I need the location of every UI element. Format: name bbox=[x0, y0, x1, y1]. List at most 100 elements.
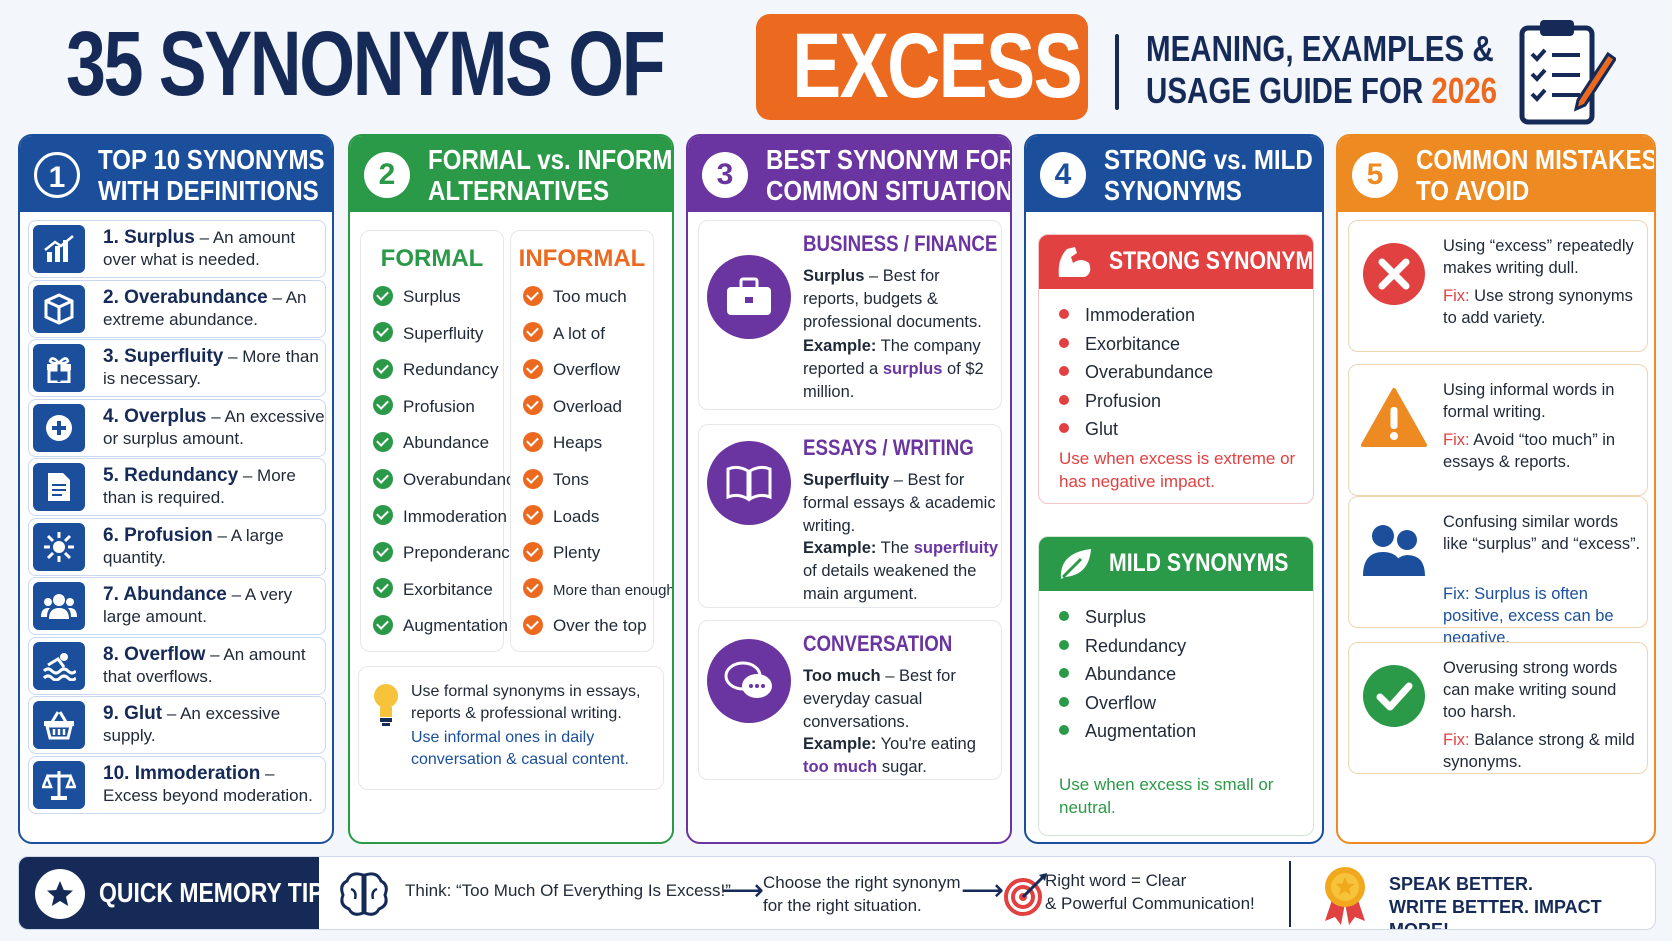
column-top-synonyms: 1 TOP 10 SYNONYMS WITH DEFINITIONS 1. Sur… bbox=[18, 134, 334, 844]
footer-divider bbox=[1289, 861, 1291, 927]
list-item: Redundancy bbox=[1059, 636, 1186, 657]
mistake-fix: Fix: Avoid “too much” in essays & report… bbox=[1443, 429, 1643, 473]
situation-business: BUSINESS / FINANCE Surplus – Best for re… bbox=[698, 220, 1002, 410]
mistake-fix: Fix: Balance strong & mild synonyms. bbox=[1443, 729, 1643, 773]
synonym-row: 8. Overflow – An amount that overflows. bbox=[28, 636, 327, 695]
bullet-icon bbox=[1059, 696, 1069, 707]
synonym-row: 3. Superfluity – More than is necessary. bbox=[28, 339, 326, 397]
formal-list: FORMAL Surplus Superfluity Redundancy Profu… bbox=[360, 230, 524, 652]
synonym-row: 7. Abundance – A very large amount. bbox=[28, 577, 326, 635]
bullet-icon bbox=[1059, 611, 1069, 622]
situation-desc: Superfluity – Best for formal essays & a… bbox=[803, 471, 996, 535]
list-item: Plenty bbox=[523, 541, 600, 564]
synonym-definition: 9. Glut – An excessive supply. bbox=[103, 703, 327, 747]
column-header: 4 STRONG vs. MILD SYNONYMS bbox=[1026, 136, 1322, 212]
synonym-word: 8. Overflow bbox=[103, 643, 206, 665]
list-item-label: Tons bbox=[553, 470, 589, 489]
wave-icon bbox=[33, 641, 85, 690]
basket-icon bbox=[33, 701, 85, 749]
list-item: Profusion bbox=[1059, 391, 1161, 412]
bullet-icon bbox=[1059, 639, 1069, 650]
synonym-row: 1. Surplus – An amount over what is need… bbox=[28, 220, 326, 278]
check-icon bbox=[373, 322, 393, 343]
page-subtitle: MEANING, EXAMPLES & USAGE GUIDE FOR 2026 bbox=[1146, 28, 1498, 111]
burst-icon bbox=[33, 522, 85, 571]
situation-desc: Surplus – Best for reports, budgets & pr… bbox=[803, 267, 982, 331]
check-icon bbox=[373, 578, 393, 599]
mistake-fix: Fix: Use strong synonyms to add variety. bbox=[1443, 285, 1643, 329]
check-icon bbox=[373, 541, 393, 562]
list-item: Overflow bbox=[1059, 693, 1156, 714]
leaf-icon bbox=[1055, 545, 1095, 588]
formal-heading: FORMAL bbox=[380, 245, 484, 272]
fix-text: Use strong synonyms to add variety. bbox=[1443, 287, 1633, 327]
check-icon bbox=[523, 614, 543, 635]
column-title: TOP 10 SYNONYMS WITH DEFINITIONS bbox=[98, 144, 325, 206]
list-item-label: Augmentation bbox=[1085, 721, 1197, 741]
list-item: Tons bbox=[523, 468, 589, 491]
synonym-def: – An excessive supply. bbox=[103, 704, 281, 745]
synonym-row: 2. Overabundance – An extreme abundance. bbox=[28, 279, 326, 338]
synonym-word: 4. Overplus bbox=[103, 405, 207, 427]
synonym-def: – Excess beyond moderation. bbox=[103, 763, 313, 805]
list-item: Preponderance bbox=[373, 541, 520, 564]
column-title: COMMON MISTAKES TO AVOID bbox=[1416, 144, 1656, 206]
check-icon bbox=[523, 322, 543, 343]
fix-label: Fix: bbox=[1443, 287, 1470, 305]
list-item-label: Immoderation bbox=[403, 506, 507, 526]
synonym-word: 6. Profusion bbox=[103, 524, 213, 546]
list-item: Overabundance bbox=[1059, 362, 1213, 383]
situation-example: Example: The company reported a surplus … bbox=[803, 337, 984, 401]
check-icon bbox=[373, 431, 393, 452]
plus-icon bbox=[33, 403, 85, 452]
strong-heading-bar: STRONG SYNONYMS bbox=[1039, 235, 1313, 289]
list-item-label: Profusion bbox=[403, 396, 475, 416]
gift-icon bbox=[33, 344, 85, 392]
list-item: Immoderation bbox=[373, 505, 507, 528]
right-word-text: Right word = Clear & Powerful Communicati… bbox=[1045, 871, 1255, 913]
synonym-definition: 8. Overflow – An amount that overflows. bbox=[103, 644, 327, 688]
footer-slogan: SPEAK BETTER. WRITE BETTER. IMPACT MORE! bbox=[1389, 874, 1602, 930]
book-icon bbox=[707, 441, 791, 525]
list-item-label: Preponderance bbox=[403, 543, 520, 563]
fix-text: Balance strong & mild synonyms. bbox=[1443, 731, 1635, 771]
list-item-label: Abundance bbox=[403, 433, 490, 453]
synonym-definition: 5. Redundancy – More than is required. bbox=[103, 465, 327, 509]
target-icon bbox=[1003, 871, 1049, 922]
brain-icon bbox=[337, 869, 391, 924]
clipboard-icon bbox=[1516, 14, 1618, 126]
star-icon bbox=[35, 869, 85, 919]
check-icon bbox=[373, 358, 393, 379]
check-icon bbox=[523, 578, 543, 599]
list-item: A lot of bbox=[523, 322, 605, 345]
list-item-label: Surplus bbox=[403, 287, 461, 306]
choose-text: Choose the right synonym for the right si… bbox=[763, 873, 961, 915]
synonym-row: 5. Redundancy – More than is required. bbox=[28, 458, 326, 516]
list-item: Profusion bbox=[373, 395, 475, 418]
subtitle-year: 2026 bbox=[1431, 70, 1498, 111]
check-icon bbox=[523, 468, 543, 489]
synonym-word: 2. Overabundance bbox=[103, 286, 268, 308]
chart-icon bbox=[33, 225, 85, 273]
column-title: BEST SYNONYM FOR COMMON SITUATIONS bbox=[766, 144, 1012, 206]
synonym-def: – An extreme abundance. bbox=[103, 287, 307, 329]
list-item-label: Over the top bbox=[553, 616, 647, 636]
synonym-def: – An amount that overflows. bbox=[103, 644, 306, 686]
list-item: More than enough, bbox=[523, 578, 672, 601]
synonym-def: – More than is necessary. bbox=[103, 347, 319, 388]
mistake-card: Using informal words in formal writing. F… bbox=[1348, 364, 1648, 496]
column-header: 5 COMMON MISTAKES TO AVOID bbox=[1338, 136, 1654, 212]
list-item-label: Exorbitance bbox=[1085, 333, 1181, 354]
check-circle-icon bbox=[1359, 661, 1429, 731]
check-icon bbox=[373, 614, 393, 635]
list-item-label: Loads bbox=[553, 506, 600, 526]
mild-heading-bar: MILD SYNONYMS bbox=[1039, 537, 1313, 591]
situation-conversation: CONVERSATION Too much – Best for everyda… bbox=[698, 620, 1002, 780]
situation-desc: Too much – Best for everyday casual conv… bbox=[803, 667, 956, 731]
column-header: 1 TOP 10 SYNONYMS WITH DEFINITIONS bbox=[20, 136, 332, 212]
check-icon bbox=[373, 505, 393, 526]
list-item: Surplus bbox=[1059, 607, 1146, 628]
mistake-text: Using “excess” repeatedly makes writing … bbox=[1443, 237, 1634, 277]
bullet-icon bbox=[1059, 668, 1069, 679]
bullet-icon bbox=[1059, 309, 1069, 320]
